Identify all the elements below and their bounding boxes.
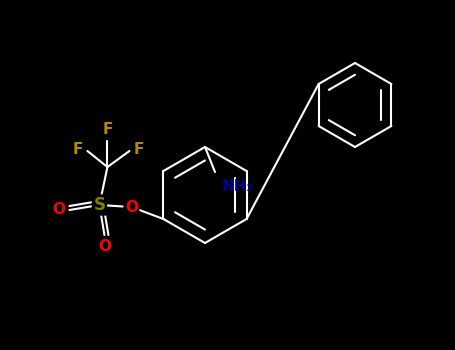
Text: F: F bbox=[133, 141, 144, 156]
Text: NH₂: NH₂ bbox=[222, 179, 254, 194]
Text: O: O bbox=[98, 239, 111, 254]
Text: O: O bbox=[52, 203, 66, 217]
Text: F: F bbox=[73, 141, 83, 156]
Text: F: F bbox=[102, 122, 113, 137]
Text: S: S bbox=[93, 196, 106, 214]
Text: O: O bbox=[125, 199, 138, 215]
